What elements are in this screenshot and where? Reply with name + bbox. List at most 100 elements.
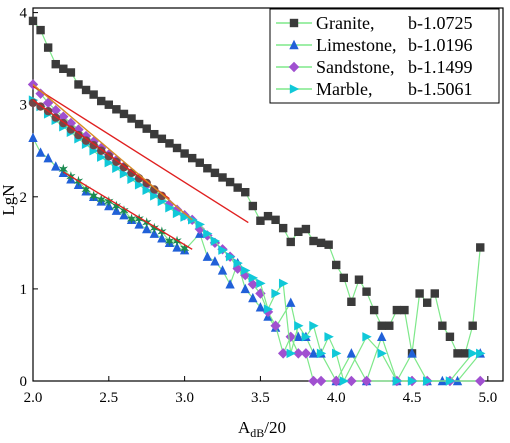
data-point xyxy=(369,305,379,315)
data-point xyxy=(81,136,91,145)
data-point xyxy=(203,228,213,239)
data-point xyxy=(301,224,311,234)
data-point xyxy=(475,375,486,387)
data-point xyxy=(43,43,53,52)
x-axis-title: AdB/20 xyxy=(238,418,286,440)
data-point xyxy=(225,279,235,289)
data-point xyxy=(59,64,68,73)
data-point xyxy=(293,331,304,341)
data-point xyxy=(308,375,319,387)
data-point xyxy=(157,191,167,201)
data-point xyxy=(256,216,265,225)
data-point xyxy=(294,227,303,236)
data-point xyxy=(97,152,107,162)
data-point xyxy=(119,169,130,179)
data-point xyxy=(134,213,144,225)
y-tick-label: 1 xyxy=(20,282,28,298)
series-layer xyxy=(27,16,486,387)
data-point xyxy=(50,105,61,116)
data-point xyxy=(468,348,478,359)
data-point xyxy=(392,305,402,315)
data-point xyxy=(111,200,122,212)
data-point xyxy=(278,223,288,233)
legend-b-value: b-1.0196 xyxy=(408,35,473,55)
x-tick-label: 4.5 xyxy=(403,390,422,406)
data-point xyxy=(150,129,159,139)
data-point xyxy=(179,242,190,254)
plot-border xyxy=(32,7,504,382)
fit-line xyxy=(62,171,193,250)
series-limestone xyxy=(28,132,485,386)
data-point xyxy=(438,321,447,330)
data-point xyxy=(248,273,259,283)
y-tick-label: 4 xyxy=(20,6,28,22)
data-point xyxy=(195,219,205,230)
data-point xyxy=(65,117,77,129)
data-point xyxy=(88,190,99,202)
data-point xyxy=(362,287,371,296)
data-point xyxy=(89,90,98,99)
data-point xyxy=(309,321,319,331)
data-point xyxy=(203,164,212,173)
legend-b-value: b-1.1499 xyxy=(408,57,473,77)
data-point xyxy=(415,289,424,298)
data-point xyxy=(127,174,137,185)
data-point xyxy=(210,256,220,266)
data-point xyxy=(104,100,114,109)
data-point xyxy=(172,143,182,153)
data-point xyxy=(422,376,433,386)
legend-label: Sandstone, xyxy=(316,57,395,77)
data-point xyxy=(165,139,174,148)
data-point xyxy=(278,278,289,289)
data-point xyxy=(218,173,227,182)
data-point xyxy=(42,97,54,109)
data-point xyxy=(126,213,137,225)
data-point xyxy=(150,191,160,201)
data-point xyxy=(453,349,462,358)
data-point xyxy=(97,96,106,106)
data-point xyxy=(301,332,312,342)
data-point xyxy=(422,298,432,307)
x-tick-label: 4.0 xyxy=(327,390,346,406)
data-point xyxy=(180,212,190,222)
data-point xyxy=(308,348,319,358)
fit-line xyxy=(32,99,170,200)
data-point xyxy=(81,184,91,195)
data-point xyxy=(195,158,204,167)
data-point xyxy=(347,297,356,306)
data-point xyxy=(271,215,280,225)
x-tick-label: 2.5 xyxy=(99,390,118,406)
data-point xyxy=(316,348,327,359)
data-point xyxy=(104,158,115,168)
x-tick-label: 2.0 xyxy=(24,390,43,406)
data-point xyxy=(134,119,144,129)
data-point xyxy=(407,348,417,358)
data-point xyxy=(81,85,91,95)
legend-box xyxy=(269,8,500,104)
legend-marker xyxy=(288,61,300,73)
series-sandstone xyxy=(27,79,486,387)
data-point xyxy=(210,168,220,178)
data-point xyxy=(476,348,486,359)
data-point xyxy=(218,245,228,255)
data-point xyxy=(263,211,273,221)
data-point xyxy=(315,375,327,387)
data-point xyxy=(35,147,46,157)
data-point xyxy=(407,376,418,386)
data-point xyxy=(134,180,145,190)
data-point xyxy=(377,331,387,341)
data-point xyxy=(263,304,274,314)
data-point xyxy=(392,376,403,386)
fit-line xyxy=(32,85,249,224)
data-point xyxy=(346,348,357,358)
plot-frame xyxy=(32,7,504,382)
data-point xyxy=(476,243,485,252)
data-point xyxy=(51,161,61,171)
legend-b-value: b-1.5061 xyxy=(408,79,473,99)
data-point xyxy=(104,196,114,207)
data-point xyxy=(460,349,470,358)
data-point xyxy=(362,332,372,342)
data-point xyxy=(377,321,386,330)
data-point xyxy=(150,185,159,194)
